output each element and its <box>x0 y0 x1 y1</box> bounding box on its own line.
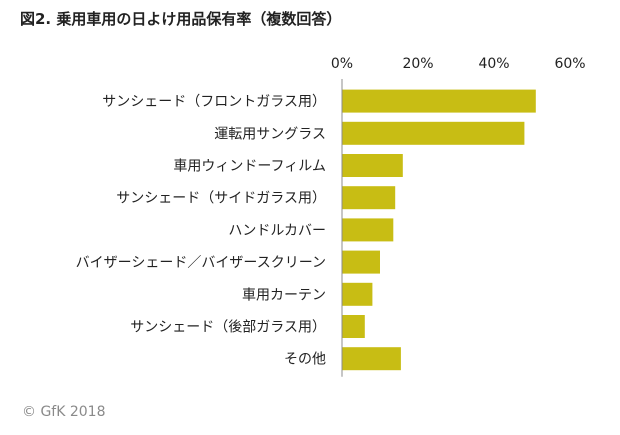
category-label: その他 <box>284 352 326 368</box>
bar <box>342 154 403 177</box>
x-axis-ticks: 0% 20% 40% 60% <box>331 56 586 72</box>
category-label: ハンドルカバー <box>228 223 326 239</box>
bar <box>342 315 365 338</box>
category-label: 車用ウィンドーフィルム <box>173 158 326 175</box>
category-label: サンシェード（サイドガラス用） <box>116 191 326 207</box>
y-axis-labels: サンシェード（フロントガラス用） 運転用サングラス車用ウィンドーフィルムサンシェー… <box>76 94 326 368</box>
chart-title: 図2. 乗用車用の日よけ用品保有率（複数回答） <box>20 10 342 28</box>
category-label: 運転用サングラス <box>214 126 326 142</box>
category-label: 車用カーテン <box>242 286 326 303</box>
bar <box>342 282 373 306</box>
bar <box>342 347 401 371</box>
bars <box>342 89 536 371</box>
x-tick-label: 40% <box>478 56 509 72</box>
bar <box>342 250 380 274</box>
bar <box>342 89 536 113</box>
category-label: サンシェード（フロントガラス用） <box>102 94 326 110</box>
category-label: サンシェード（後部ガラス用） <box>130 320 326 336</box>
bar <box>342 186 396 210</box>
category-label: バイザーシェード／バイザースクリーン <box>76 255 326 271</box>
x-tick-label: 20% <box>402 56 433 72</box>
bar <box>342 121 525 145</box>
copyright-text: © GfK 2018 <box>22 404 106 420</box>
x-tick-label: 0% <box>331 56 353 72</box>
x-tick-label: 60% <box>554 56 585 72</box>
bar <box>342 218 394 242</box>
